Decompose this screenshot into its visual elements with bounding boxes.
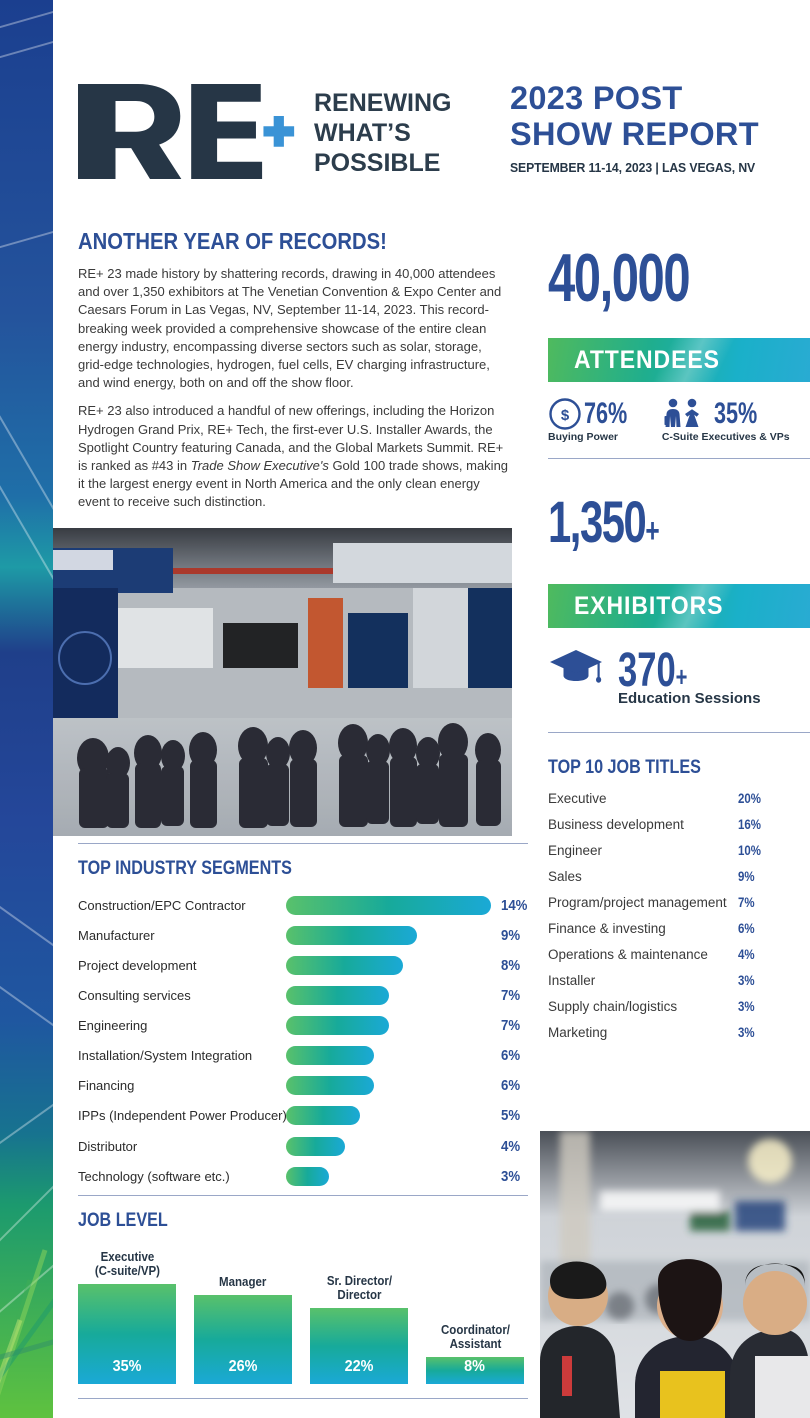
svg-text:$: $ [561, 407, 570, 424]
